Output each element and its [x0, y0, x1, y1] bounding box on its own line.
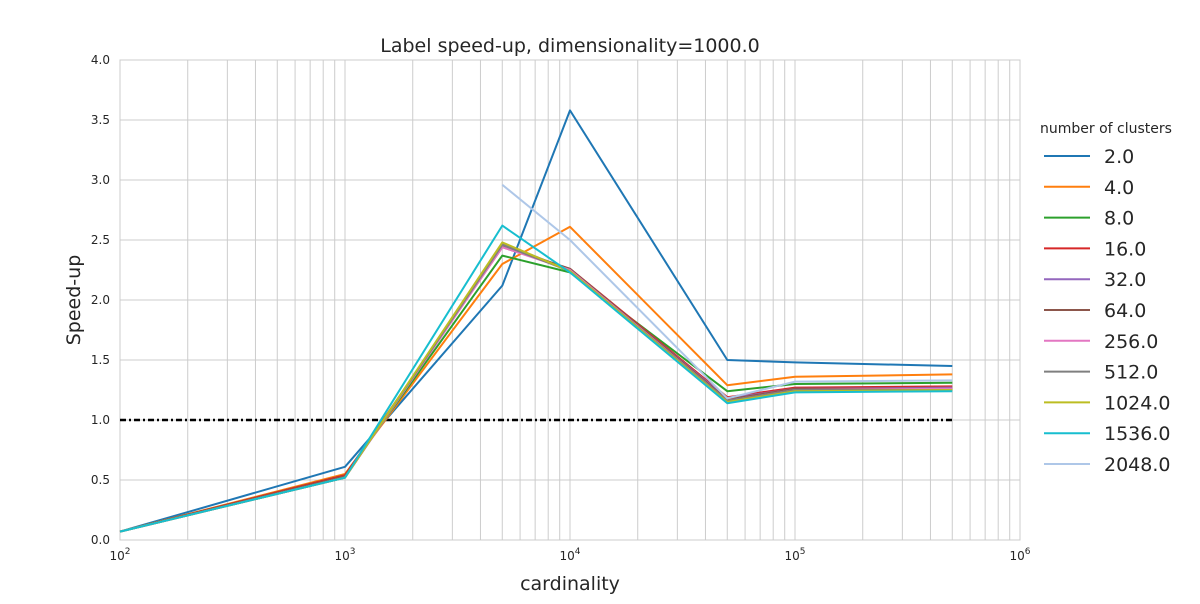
y-tick-labels: 0.0 0.5 1.0 1.5 2.0 2.5 3.0 3.5 4.0 [91, 53, 110, 547]
x-tick-label: 105 [784, 547, 805, 563]
legend-label: 8.0 [1104, 208, 1134, 230]
y-tick-label: 0.5 [91, 473, 110, 487]
legend-title: number of clusters [1040, 121, 1172, 137]
y-tick-label: 1.0 [91, 413, 110, 427]
legend-label: 512.0 [1104, 362, 1158, 384]
y-tick-label: 0.0 [91, 533, 110, 547]
y-tick-label: 2.5 [91, 233, 110, 247]
y-tick-label: 4.0 [91, 53, 110, 67]
y-tick-label: 3.5 [91, 113, 110, 127]
series-lines [119, 109, 953, 533]
x-tick-label: 106 [1009, 547, 1030, 563]
y-tick-label: 1.5 [91, 353, 110, 367]
legend-label: 4.0 [1104, 177, 1134, 199]
legend-label: 2048.0 [1104, 454, 1170, 476]
y-tick-label: 3.0 [91, 173, 110, 187]
legend-label: 64.0 [1104, 300, 1146, 322]
legend-label: 2.0 [1104, 146, 1134, 168]
x-axis-label: cardinality [520, 573, 620, 595]
legend-label: 1024.0 [1104, 392, 1170, 414]
x-tick-label: 103 [334, 547, 355, 563]
series-line-2048.0 [501, 184, 953, 400]
x-tick-label: 104 [559, 547, 580, 563]
legend-label: 32.0 [1104, 269, 1146, 291]
gridlines [119, 59, 1020, 541]
y-tick-label: 2.0 [91, 293, 110, 307]
x-tick-labels: 102 103 104 105 106 [109, 547, 1030, 563]
chart-title: Label speed-up, dimensionality=1000.0 [380, 35, 759, 57]
plot-frame [119, 59, 1021, 541]
series-line-1536.0 [119, 224, 953, 533]
series-line-2.0 [119, 109, 953, 533]
legend-label: 1536.0 [1104, 423, 1170, 445]
y-axis-label: Speed-up [63, 255, 85, 346]
legend-label: 256.0 [1104, 331, 1158, 353]
legend-label: 16.0 [1104, 238, 1146, 260]
legend: number of clusters 2.0 4.0 8.0 16.0 32.0 64.0… [1040, 121, 1172, 476]
x-tick-label: 102 [109, 547, 130, 563]
